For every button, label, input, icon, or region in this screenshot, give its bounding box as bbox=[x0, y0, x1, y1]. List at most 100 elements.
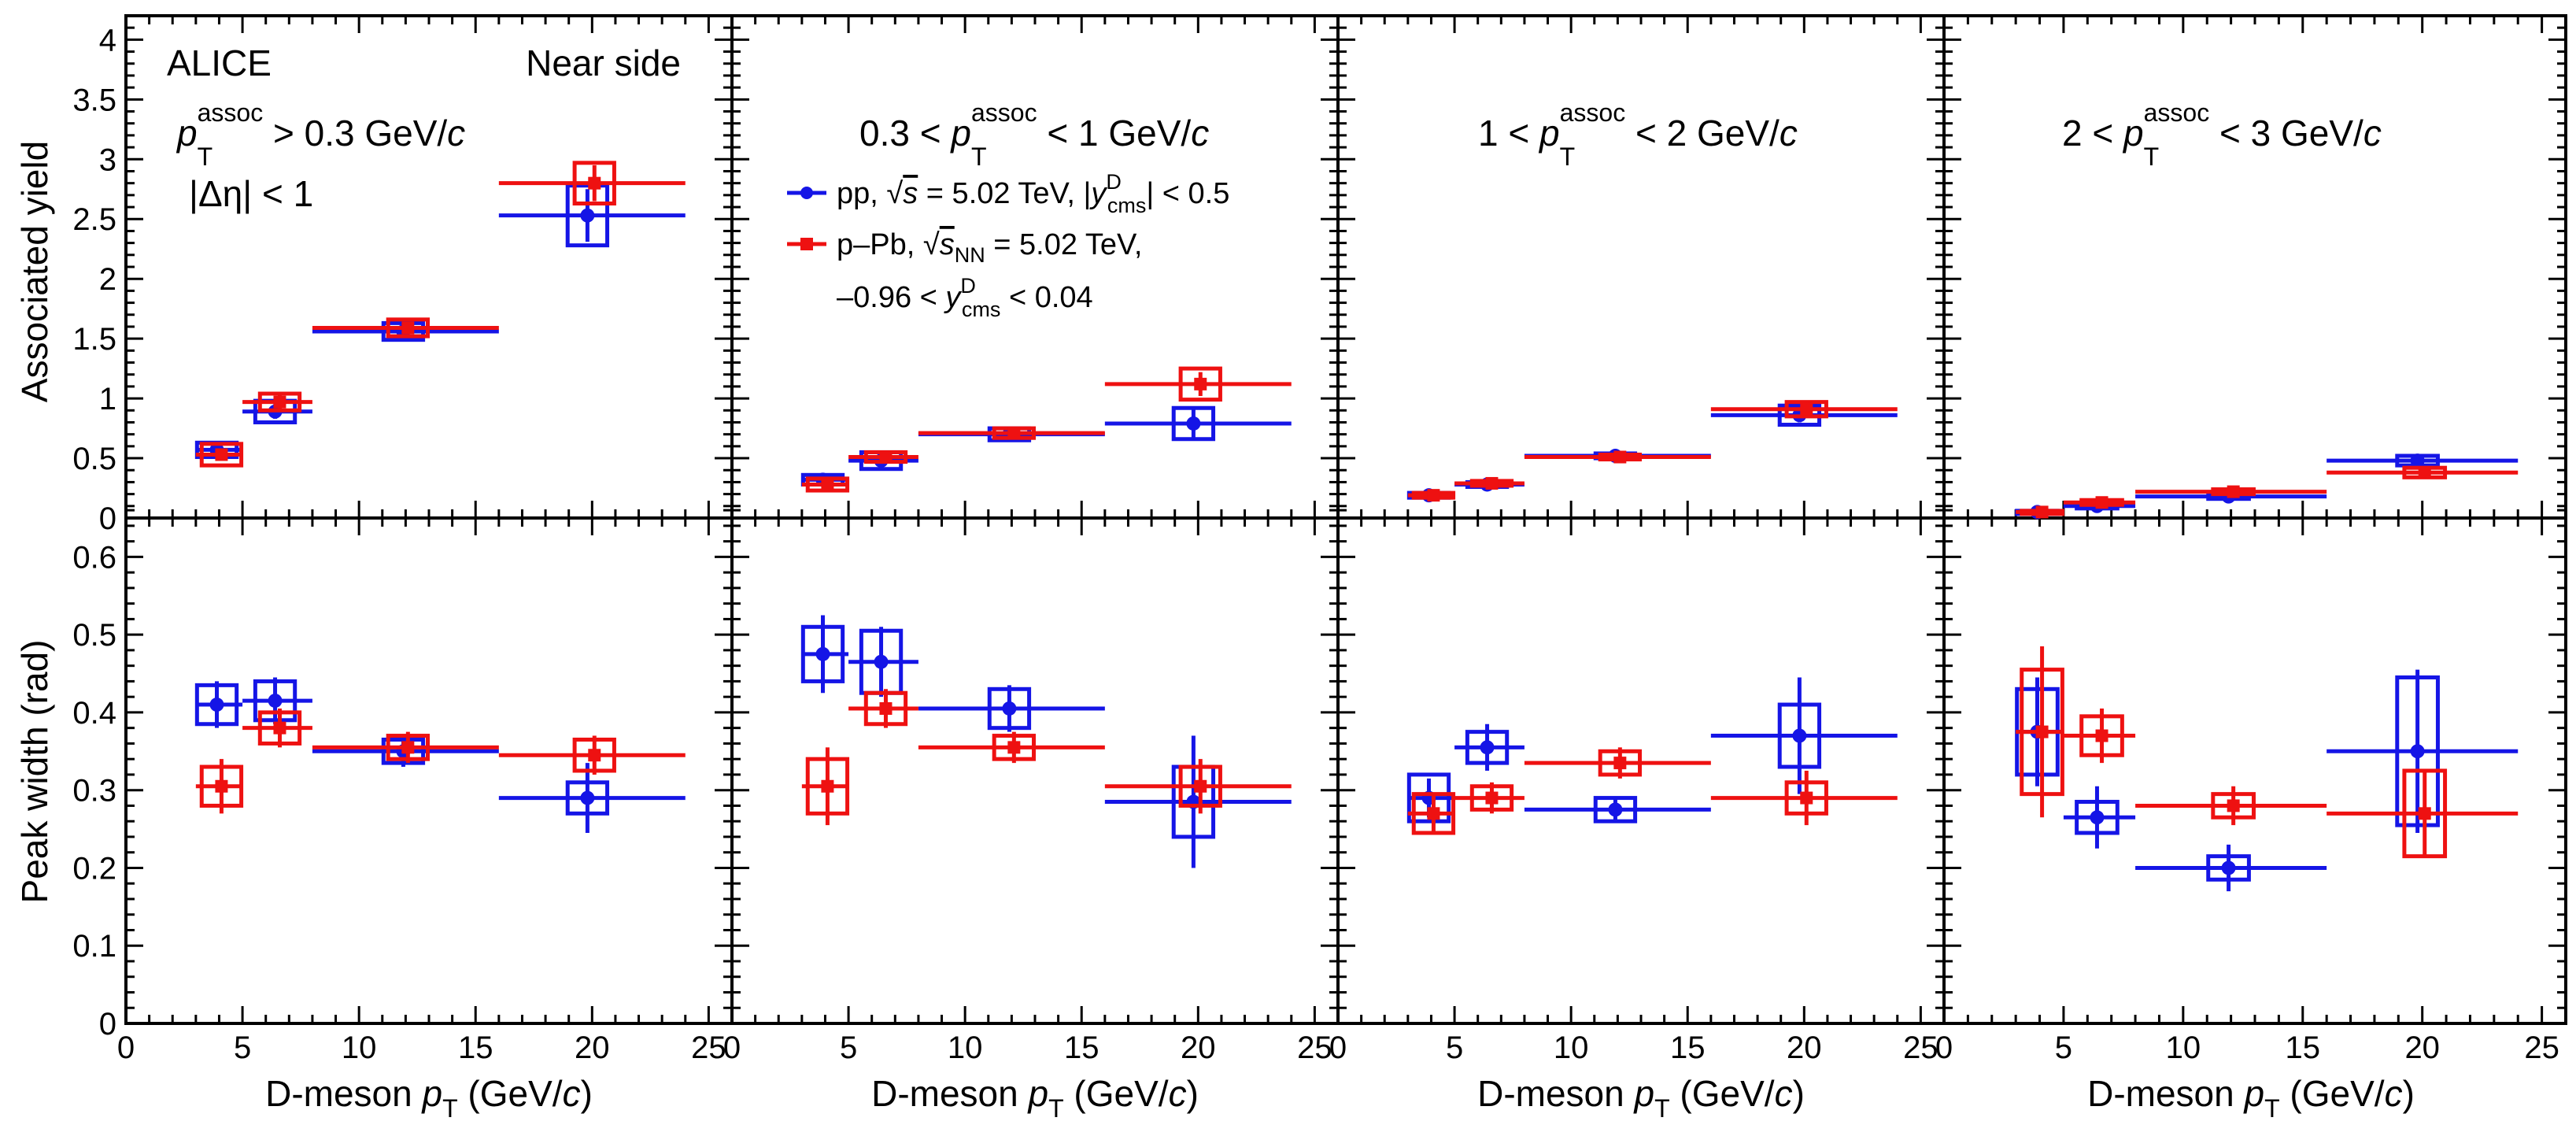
data-point-ppb bbox=[588, 749, 601, 762]
x-tick-label: 5 bbox=[234, 1031, 251, 1065]
x-tick-label: 10 bbox=[948, 1031, 983, 1065]
x-tick-label: 0 bbox=[723, 1031, 741, 1065]
legend-ppb-text: p–Pb, √sNN = 5.02 TeV, bbox=[837, 228, 1142, 267]
series-ppb-top-4 bbox=[2016, 465, 2519, 519]
x-axis-title-4: D-meson pT (GeV/c) bbox=[2087, 1073, 2415, 1123]
data-point-pp bbox=[2221, 860, 2236, 875]
data-point-ppb bbox=[2095, 496, 2108, 509]
data-point-ppb bbox=[1800, 402, 1813, 416]
x-tick-label: 0 bbox=[117, 1031, 135, 1065]
data-point-pp bbox=[1480, 740, 1495, 755]
data-point-ppb bbox=[2095, 729, 2108, 742]
data-point-pp bbox=[1792, 728, 1807, 743]
y-tick-label-bottom: 0.2 bbox=[72, 851, 116, 886]
experiment-label: ALICE bbox=[167, 43, 272, 83]
data-point-ppb bbox=[821, 478, 834, 491]
data-point-pp bbox=[1002, 701, 1017, 716]
data-point-pp bbox=[874, 654, 889, 669]
y-tick-label-top: 2.5 bbox=[72, 202, 116, 237]
series-ppb-bottom-3 bbox=[1407, 747, 1898, 835]
data-point-pp bbox=[2410, 453, 2425, 468]
x-tick-label: 20 bbox=[2404, 1031, 2440, 1065]
data-point-ppb bbox=[2418, 466, 2431, 479]
x-tick-label: 15 bbox=[1670, 1031, 1706, 1065]
y-tick-label-bottom: 0.3 bbox=[72, 774, 116, 809]
x-axis-title-2: D-meson pT (GeV/c) bbox=[871, 1073, 1199, 1123]
legend: pp, √s = 5.02 TeV, |yD cms| < 0.5 p–Pb, √… bbox=[787, 170, 1229, 321]
data-point-ppb bbox=[1613, 757, 1627, 770]
data-point-ppb bbox=[273, 395, 286, 409]
legend-pp-text: pp, √s = 5.02 TeV, |yD cms| < 0.5 bbox=[837, 170, 1229, 217]
y-tick-label-top: 4 bbox=[99, 23, 116, 57]
region-label: Near side bbox=[526, 43, 681, 83]
y-tick-label-bottom: 0.4 bbox=[72, 696, 116, 731]
y-tick-label-top: 1.5 bbox=[72, 322, 116, 357]
data-point-ppb bbox=[1800, 791, 1813, 805]
y-tick-label-top: 1 bbox=[99, 382, 116, 416]
y-axis-title-yield: Associated yield bbox=[14, 141, 55, 402]
data-point-pp bbox=[580, 208, 595, 223]
data-point-pp bbox=[815, 646, 830, 661]
data-point-ppb bbox=[588, 176, 601, 190]
series-ppb-top-2 bbox=[801, 366, 1292, 493]
x-tick-label: 25 bbox=[691, 1031, 726, 1065]
x-tick-label: 25 bbox=[1297, 1031, 1332, 1065]
data-point-ppb bbox=[215, 448, 228, 461]
y-tick-label-bottom: 0.5 bbox=[72, 618, 116, 653]
legend-ppb-marker bbox=[800, 238, 813, 250]
data-point-ppb bbox=[1194, 377, 1207, 390]
series-ppb-bottom-4 bbox=[2016, 646, 2519, 859]
data-point-ppb bbox=[1485, 791, 1499, 805]
data-point-ppb bbox=[2035, 725, 2049, 738]
data-point-ppb bbox=[1194, 779, 1207, 793]
x-tick-label: 0 bbox=[1935, 1031, 1953, 1065]
y-tick-label-top: 3.5 bbox=[72, 83, 116, 117]
y-tick-label-top: 0 bbox=[99, 501, 116, 536]
plot-content: 0 0.5 1 1.5 2 2.5 3 3.5 4 0 0.1 0.2 0.3 0.4 0.5 0.6 0 5 10… bbox=[72, 14, 2567, 1065]
x-tick-label: 20 bbox=[1181, 1031, 1216, 1065]
y-axis-title-width: Peak width (rad) bbox=[14, 640, 55, 904]
data-point-ppb bbox=[401, 321, 415, 335]
data-point-ppb bbox=[1007, 741, 1021, 754]
data-point-ppb bbox=[2227, 799, 2240, 812]
eta-cut-label: pTassoc > 0.3 GeV/c bbox=[176, 98, 465, 171]
data-point-ppb bbox=[1427, 489, 1440, 502]
series-ppb-top-1 bbox=[195, 161, 686, 468]
data-point-ppb bbox=[879, 701, 893, 715]
data-point-pp bbox=[268, 694, 283, 709]
series-ppb-top-3 bbox=[1407, 400, 1898, 502]
data-point-ppb bbox=[879, 450, 893, 464]
y-tick-label-bottom: 0.1 bbox=[72, 929, 116, 964]
y-tick-label-top: 0.5 bbox=[72, 442, 116, 476]
data-point-ppb bbox=[1613, 450, 1627, 464]
x-axis-title-3: D-meson pT (GeV/c) bbox=[1477, 1073, 1805, 1123]
x-tick-label: 10 bbox=[342, 1031, 377, 1065]
x-tick-label: 20 bbox=[1787, 1031, 1822, 1065]
x-axis-title-1: D-meson pT (GeV/c) bbox=[265, 1073, 593, 1123]
panel-bottom-4 bbox=[1942, 509, 2567, 1025]
data-point-ppb bbox=[273, 721, 286, 735]
panel-4-assoc-label: 2 < pTassoc < 3 GeV/c bbox=[2062, 98, 2382, 171]
x-tick-label: 15 bbox=[458, 1031, 493, 1065]
x-tick-label: 0 bbox=[1329, 1031, 1347, 1065]
delta-eta-label: |Δη| < 1 bbox=[189, 173, 313, 214]
data-point-pp bbox=[1608, 802, 1623, 817]
y-tick-label-bottom: 0.6 bbox=[72, 540, 116, 575]
data-point-ppb bbox=[1485, 476, 1499, 490]
data-point-ppb bbox=[2418, 807, 2431, 820]
y-tick-label-top: 3 bbox=[99, 142, 116, 177]
data-point-pp bbox=[2090, 810, 2105, 825]
x-tick-label: 25 bbox=[2524, 1031, 2559, 1065]
data-point-pp bbox=[1186, 416, 1201, 431]
x-tick-label: 5 bbox=[840, 1031, 857, 1065]
legend-ppb-rap-text: –0.96 < yD cms < 0.04 bbox=[837, 274, 1093, 321]
data-point-ppb bbox=[2227, 485, 2240, 498]
x-tick-label: 25 bbox=[1903, 1031, 1938, 1065]
y-tick-label-bottom: 0 bbox=[99, 1007, 116, 1042]
data-point-pp bbox=[209, 698, 224, 712]
x-tick-label: 5 bbox=[1446, 1031, 1463, 1065]
x-tick-label: 15 bbox=[1064, 1031, 1100, 1065]
data-point-ppb bbox=[215, 779, 228, 793]
series-pp-bottom-2 bbox=[800, 615, 1292, 868]
